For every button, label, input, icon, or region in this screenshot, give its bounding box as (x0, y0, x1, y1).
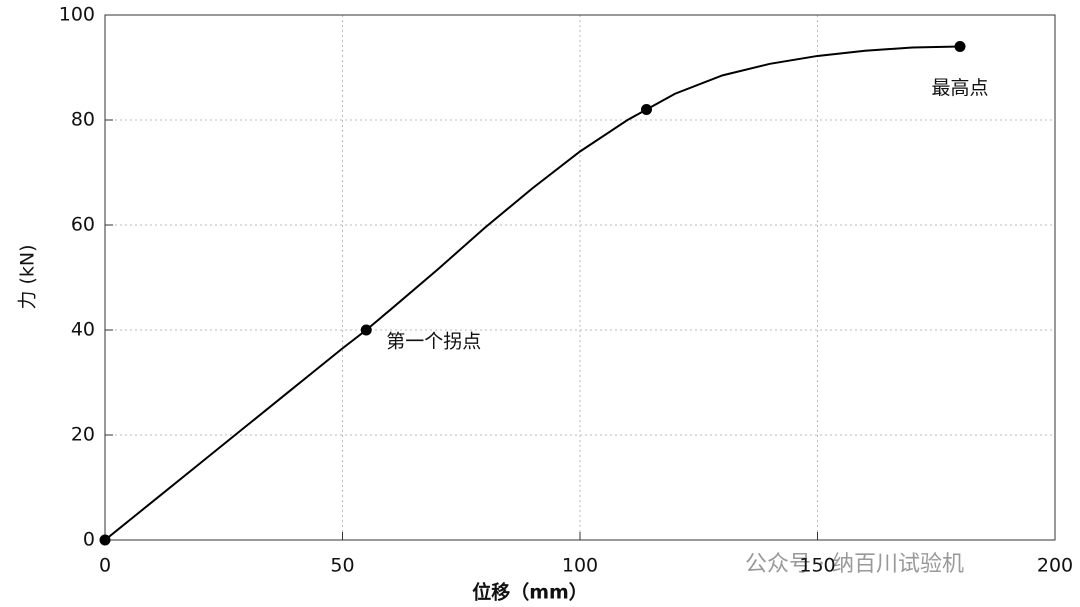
plot-frame (104, 14, 1056, 541)
point-marker (360, 324, 372, 336)
x-axis-label: 位移（mm） (472, 581, 588, 604)
y-tick-label: 0 (83, 529, 95, 551)
y-tick-label: 60 (71, 214, 95, 236)
point-marker (954, 41, 966, 52)
y-tick-label: 40 (71, 319, 95, 341)
x-tick-label: 100 (562, 555, 598, 577)
data-line (104, 45, 961, 541)
x-tick-label: 0 (99, 555, 111, 577)
y-axis-label: 力 (kN) (17, 244, 39, 309)
point-marker (99, 534, 111, 546)
y-tick-label: 80 (71, 109, 95, 131)
watermark: 公众号 · 纳百川试验机 (745, 552, 964, 577)
annotation: 第一个拐点 (386, 331, 481, 353)
point-marker (641, 104, 652, 115)
x-tick-label: 150 (799, 555, 835, 577)
annotation: 最高点 (931, 77, 988, 99)
x-tick-label: 50 (330, 555, 354, 577)
y-tick-label: 100 (59, 4, 95, 26)
y-tick-label: 20 (71, 424, 95, 446)
x-tick-label: 200 (1037, 555, 1073, 577)
